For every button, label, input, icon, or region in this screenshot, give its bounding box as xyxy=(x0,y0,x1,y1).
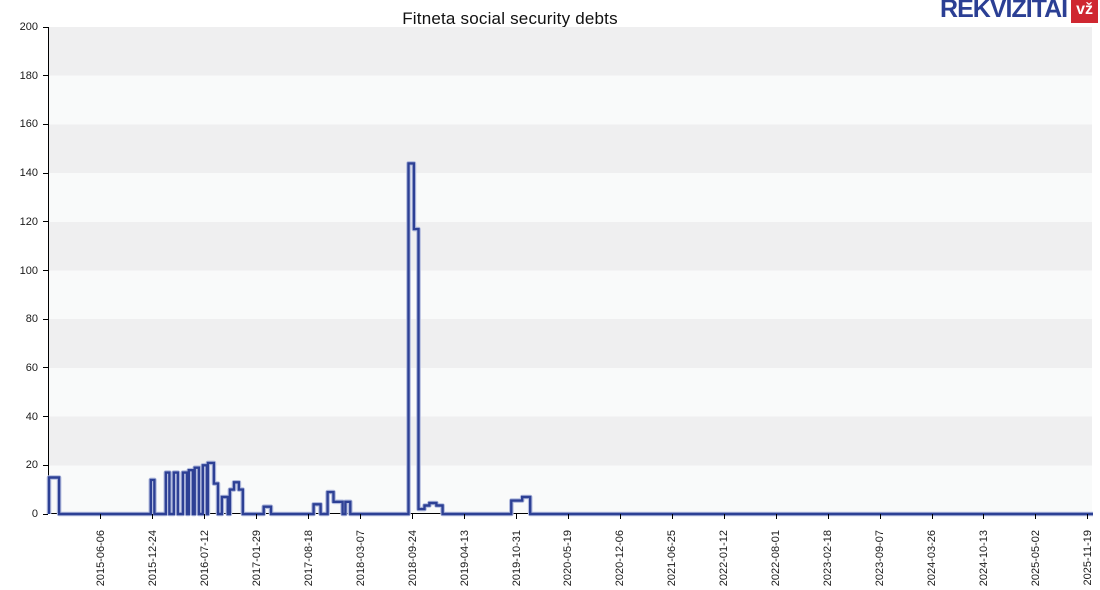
x-tick xyxy=(360,514,362,519)
x-axis-label: 2021-06-25 xyxy=(666,530,679,587)
x-tick xyxy=(827,514,829,519)
rekvizitai-logo-text: REKVIZITAI xyxy=(940,0,1068,23)
x-axis-label: 2019-10-31 xyxy=(510,530,523,587)
x-axis-label: 2020-12-06 xyxy=(614,530,627,587)
y-tick xyxy=(43,367,48,369)
x-axis-label: 2019-04-13 xyxy=(458,530,471,587)
y-tick xyxy=(43,26,48,28)
x-tick xyxy=(671,514,673,519)
y-axis-label: 40 xyxy=(25,410,38,423)
debt-series-halo xyxy=(46,161,1093,517)
x-axis-label: 2015-06-06 xyxy=(94,530,107,587)
x-tick xyxy=(464,514,466,519)
x-tick xyxy=(1087,514,1089,519)
x-tick xyxy=(152,514,154,519)
x-tick xyxy=(412,514,414,519)
x-axis-label: 2023-02-18 xyxy=(822,530,835,587)
x-tick xyxy=(983,514,985,519)
debt-series-line xyxy=(47,162,1093,516)
vz-logo-badge: vž xyxy=(1071,0,1098,23)
debt-series-chart xyxy=(46,161,1093,517)
x-axis-label: 2017-01-29 xyxy=(250,530,263,587)
x-axis-label: 2018-09-24 xyxy=(406,530,419,587)
x-tick xyxy=(619,514,621,519)
x-tick xyxy=(256,514,258,519)
x-axis-label: 2015-12-24 xyxy=(146,530,159,587)
x-axis-label: 2018-03-07 xyxy=(354,530,367,587)
x-axis-label: 2024-03-26 xyxy=(926,530,939,587)
y-tick xyxy=(43,318,48,320)
y-axis-label: 20 xyxy=(25,459,38,472)
y-axis-label: 0 xyxy=(31,508,38,520)
x-axis-label: 2020-05-19 xyxy=(562,530,575,587)
y-axis-label: 60 xyxy=(25,361,38,374)
x-axis-label: 2025-05-02 xyxy=(1029,530,1042,587)
y-tick xyxy=(43,221,48,223)
y-tick xyxy=(43,513,48,515)
chart-title: Fitneta social security debts xyxy=(402,9,618,28)
y-axis-label: 80 xyxy=(25,313,38,326)
y-tick xyxy=(43,123,48,125)
x-tick xyxy=(879,514,881,519)
x-axis-label: 2022-01-12 xyxy=(718,530,731,587)
x-tick xyxy=(1035,514,1037,519)
x-tick xyxy=(204,514,206,519)
x-axis-label: 2023-09-07 xyxy=(874,530,887,587)
y-axis-label: 120 xyxy=(19,215,38,228)
x-tick xyxy=(516,514,517,519)
x-axis-label: 2022-08-01 xyxy=(770,530,783,587)
y-tick xyxy=(43,464,48,466)
x-tick xyxy=(308,514,310,519)
x-axis-label: 2024-10-13 xyxy=(977,530,990,587)
x-tick xyxy=(567,514,569,519)
y-tick xyxy=(43,270,48,271)
y-axis-label: 160 xyxy=(19,118,38,131)
y-axis-label: 180 xyxy=(19,69,38,82)
y-tick xyxy=(43,416,48,418)
y-axis-label: 100 xyxy=(19,264,38,277)
y-axis-label: 140 xyxy=(19,167,38,180)
y-tick xyxy=(43,172,48,174)
x-tick xyxy=(775,514,777,519)
x-tick xyxy=(931,514,933,519)
plot-area xyxy=(46,27,1093,517)
rekvizitai-logo[interactable]: REKVIZITAI vž xyxy=(940,0,1098,23)
x-axis-label: 2025-11-19 xyxy=(1081,530,1094,586)
x-tick xyxy=(100,514,102,519)
y-tick xyxy=(43,75,48,77)
x-axis-label: 2017-08-18 xyxy=(302,530,315,587)
y-axis-label: 200 xyxy=(19,21,38,33)
x-tick xyxy=(723,514,725,519)
x-axis-label: 2016-07-12 xyxy=(198,530,211,587)
